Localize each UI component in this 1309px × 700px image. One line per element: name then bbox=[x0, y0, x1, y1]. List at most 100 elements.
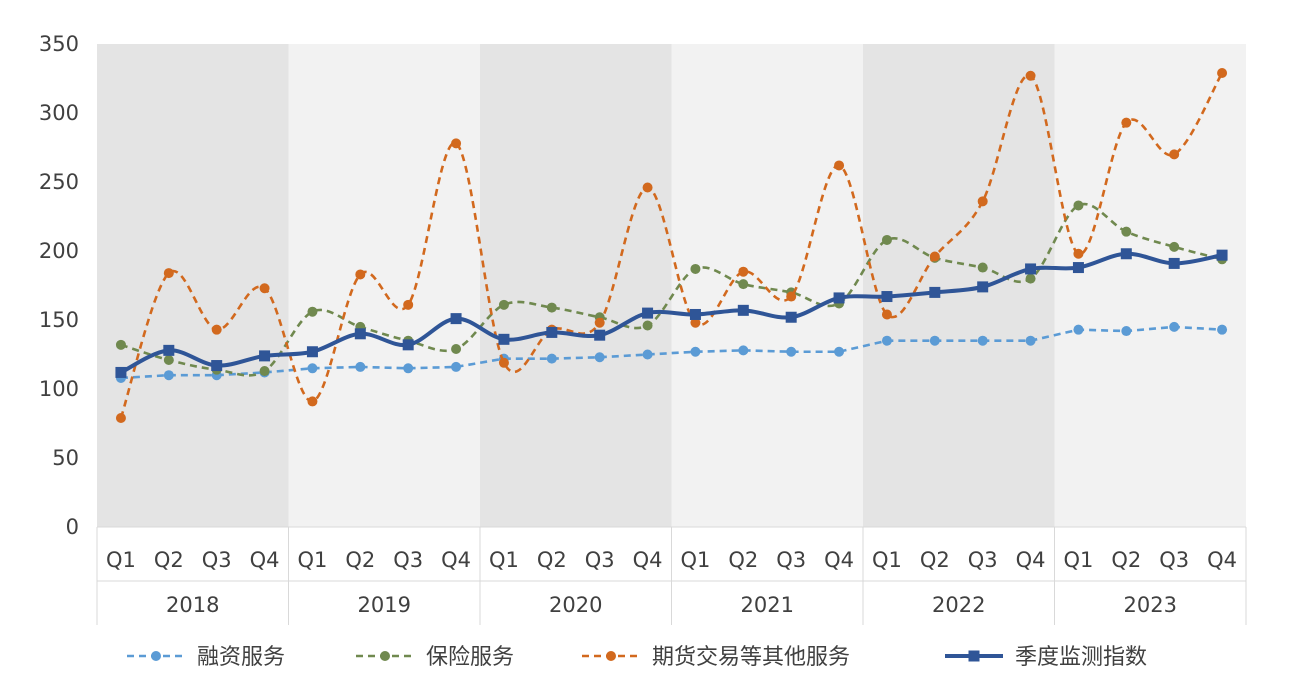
y-tick-label: 200 bbox=[39, 239, 79, 263]
data-point bbox=[1025, 263, 1037, 275]
data-point bbox=[737, 304, 749, 316]
x-tick-label-quarter: Q1 bbox=[872, 548, 902, 572]
series-line bbox=[120, 325, 1223, 380]
data-point bbox=[498, 333, 510, 345]
data-point bbox=[786, 291, 797, 302]
x-tick-label-quarter: Q4 bbox=[441, 548, 471, 572]
x-tick-label-year: 2023 bbox=[1124, 593, 1177, 617]
data-point bbox=[977, 262, 988, 273]
x-tick-label-quarter: Q2 bbox=[920, 548, 950, 572]
data-point bbox=[929, 335, 940, 346]
data-point bbox=[163, 355, 174, 366]
data-point bbox=[690, 263, 701, 274]
series-group bbox=[115, 67, 1228, 423]
data-point bbox=[354, 328, 366, 340]
data-point bbox=[307, 306, 318, 317]
data-point bbox=[307, 363, 318, 374]
x-tick-label-quarter: Q1 bbox=[489, 548, 519, 572]
legend: 融资服务 保险服务 期货交易等其他服务 季度监测指数 bbox=[127, 645, 1147, 670]
legend-item: 季度监测指数 bbox=[945, 645, 1147, 670]
data-point bbox=[546, 353, 557, 364]
legend-item: 保险服务 bbox=[356, 645, 514, 670]
data-point bbox=[546, 326, 558, 338]
axes: 0 50 100 150 200 250 300 350 Q1 Q2 Q3 Q4 2018 Q1 Q2 Q3 Q… bbox=[39, 32, 1247, 625]
data-point bbox=[977, 196, 988, 207]
y-tick-label: 50 bbox=[52, 446, 79, 470]
year-band bbox=[288, 44, 480, 527]
data-point bbox=[1168, 257, 1180, 269]
data-point bbox=[977, 281, 989, 293]
data-point bbox=[1072, 262, 1084, 274]
data-point bbox=[594, 329, 606, 341]
x-tick-label-quarter: Q1 bbox=[297, 548, 327, 572]
x-tick-label-quarter: Q3 bbox=[776, 548, 806, 572]
data-point bbox=[1073, 324, 1084, 335]
data-point bbox=[1217, 67, 1228, 78]
x-tick-label-quarter: Q2 bbox=[1111, 548, 1141, 572]
legend-swatch-marker bbox=[151, 651, 161, 661]
data-point bbox=[259, 366, 270, 377]
x-tick-label-quarter: Q3 bbox=[968, 548, 998, 572]
data-point bbox=[642, 307, 654, 319]
data-point bbox=[1121, 117, 1132, 128]
x-tick-label-quarter: Q2 bbox=[154, 548, 184, 572]
x-tick-label-year: 2018 bbox=[166, 593, 219, 617]
x-tick-label-year: 2020 bbox=[549, 593, 602, 617]
x-tick-label-quarter: Q1 bbox=[1063, 548, 1093, 572]
data-point bbox=[451, 361, 462, 372]
x-tick-label-quarter: Q2 bbox=[345, 548, 375, 572]
data-point bbox=[211, 324, 222, 335]
data-point bbox=[642, 182, 653, 193]
data-point bbox=[881, 291, 893, 303]
data-point bbox=[451, 138, 462, 149]
year-band bbox=[863, 44, 1055, 527]
data-point bbox=[546, 302, 557, 313]
series-4 bbox=[115, 248, 1228, 378]
data-point bbox=[594, 317, 605, 328]
x-tick-label-quarter: Q4 bbox=[1207, 548, 1237, 572]
y-tick-label: 250 bbox=[39, 170, 79, 194]
data-point bbox=[498, 299, 509, 310]
data-point bbox=[1169, 149, 1180, 160]
data-point bbox=[163, 344, 175, 356]
data-point bbox=[307, 396, 318, 407]
data-point bbox=[403, 363, 414, 374]
data-point bbox=[1217, 324, 1228, 335]
data-point bbox=[403, 299, 414, 310]
data-point bbox=[1025, 70, 1036, 81]
data-point bbox=[1169, 241, 1180, 252]
data-point bbox=[1073, 248, 1084, 259]
data-point bbox=[929, 286, 941, 298]
data-point bbox=[1073, 200, 1084, 211]
data-point bbox=[163, 370, 174, 381]
x-tick-label-quarter: Q3 bbox=[1159, 548, 1189, 572]
data-point bbox=[355, 269, 366, 280]
legend-item: 融资服务 bbox=[127, 645, 285, 670]
data-point bbox=[402, 339, 414, 351]
legend-label: 季度监测指数 bbox=[1015, 645, 1147, 670]
data-point bbox=[881, 234, 892, 245]
x-tick-label-quarter: Q3 bbox=[202, 548, 232, 572]
y-tick-label: 300 bbox=[39, 101, 79, 125]
x-tick-label-year: 2022 bbox=[932, 593, 985, 617]
x-tick-label-year: 2019 bbox=[358, 593, 411, 617]
data-point bbox=[642, 349, 653, 360]
legend-swatch-marker bbox=[968, 650, 980, 662]
series-3 bbox=[115, 67, 1228, 423]
data-point bbox=[211, 360, 223, 372]
data-point bbox=[115, 412, 126, 423]
x-tick-label-quarter: Q4 bbox=[633, 548, 663, 572]
data-point bbox=[1025, 335, 1036, 346]
year-band bbox=[671, 44, 863, 527]
x-tick-label-quarter: Q4 bbox=[1016, 548, 1046, 572]
data-point bbox=[786, 346, 797, 357]
legend-item: 期货交易等其他服务 bbox=[582, 645, 850, 670]
y-tick-label: 150 bbox=[39, 308, 79, 332]
y-tick-label: 0 bbox=[66, 515, 79, 539]
data-point bbox=[738, 345, 749, 356]
data-point bbox=[450, 313, 462, 325]
data-point bbox=[785, 311, 797, 323]
y-tick-label: 350 bbox=[39, 32, 79, 56]
data-point bbox=[1025, 273, 1036, 284]
